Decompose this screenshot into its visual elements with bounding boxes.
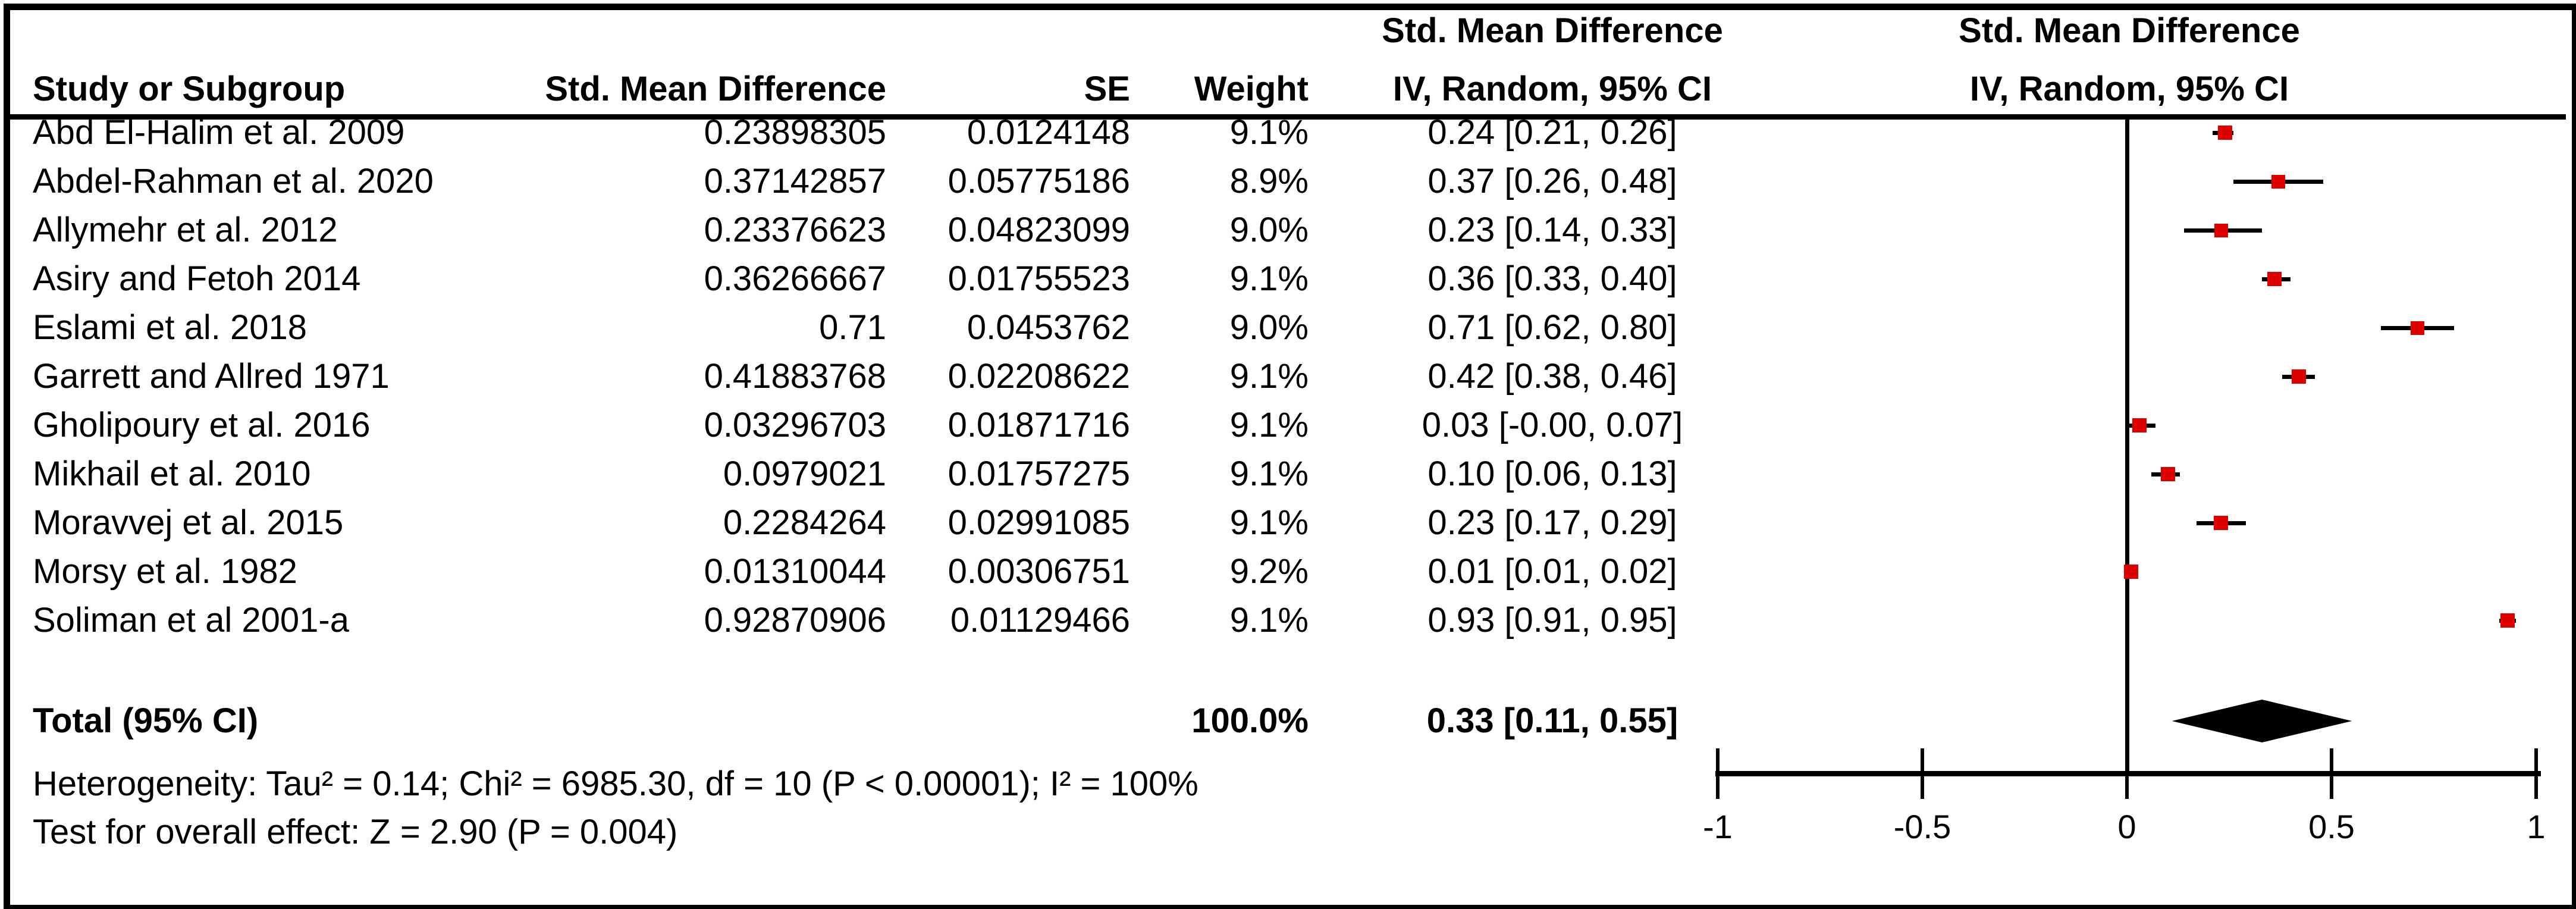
axis-tick-mark	[2534, 748, 2538, 799]
figure-border	[4, 4, 2576, 909]
total-row-label: Total (95% CI)	[33, 701, 259, 740]
total-ci-value: 0.33 [0.11, 0.55]	[1426, 701, 1678, 740]
study-ci-value: 0.71 [0.62, 0.80]	[1427, 308, 1677, 347]
study-name: Soliman et al 2001-a	[33, 601, 349, 640]
study-ci-value: 0.01 [0.01, 0.02]	[1427, 552, 1677, 591]
study-smd: 0.36266667	[704, 259, 886, 298]
study-se: 0.01757275	[947, 454, 1130, 493]
study-smd: 0.41883768	[704, 357, 886, 396]
study-weight: 8.9%	[1229, 162, 1309, 200]
study-smd: 0.2284264	[723, 503, 886, 542]
study-weight: 9.0%	[1229, 211, 1309, 249]
study-ci-value: 0.42 [0.38, 0.46]	[1427, 357, 1677, 396]
column-header-se: SE	[1084, 70, 1130, 108]
study-se: 0.02208622	[947, 357, 1130, 396]
study-weight: 9.1%	[1229, 357, 1309, 396]
study-ci-value: 0.37 [0.26, 0.48]	[1427, 162, 1677, 200]
column-header-smd: Std. Mean Difference	[545, 70, 886, 108]
study-smd: 0.0979021	[723, 454, 886, 493]
effect-square-marker	[2291, 369, 2306, 384]
study-name: Asiry and Fetoh 2014	[33, 259, 361, 298]
column-header-plot: IV, Random, 95% CI	[1969, 70, 2289, 108]
study-se: 0.05775186	[947, 162, 1130, 200]
effect-square-marker	[2267, 272, 2282, 286]
study-name: Mikhail et al. 2010	[33, 454, 311, 493]
axis-tick-mark	[2125, 748, 2129, 799]
study-name: Abd El-Halim et al. 2009	[33, 113, 405, 152]
study-se: 0.0453762	[967, 308, 1130, 347]
effect-square-marker	[2271, 174, 2286, 189]
study-weight: 9.1%	[1229, 503, 1309, 542]
effect-square-marker	[2410, 321, 2424, 335]
study-name: Allymehr et al. 2012	[33, 211, 338, 249]
study-weight: 9.0%	[1229, 308, 1309, 347]
study-smd: 0.01310044	[704, 552, 886, 591]
overall-effect-stats: Test for overall effect: Z = 2.90 (P = 0…	[33, 813, 678, 851]
study-weight: 9.1%	[1229, 113, 1309, 152]
plot-column-group-title: Std. Mean Difference	[1959, 11, 2300, 50]
column-header-study: Study or Subgroup	[33, 70, 346, 108]
study-smd: 0.71	[819, 308, 886, 347]
heterogeneity-stats: Heterogeneity: Tau² = 0.14; Chi² = 6985.…	[33, 764, 1198, 803]
study-smd: 0.23376623	[704, 211, 886, 249]
study-se: 0.00306751	[947, 552, 1130, 591]
study-name: Gholipoury et al. 2016	[33, 406, 371, 444]
axis-tick-label: 1	[2527, 808, 2546, 845]
study-ci-value: 0.23 [0.17, 0.29]	[1427, 503, 1677, 542]
study-weight: 9.1%	[1229, 406, 1309, 444]
axis-tick-mark	[1716, 748, 1720, 799]
study-se: 0.01129466	[950, 601, 1130, 640]
study-se: 0.0124148	[967, 113, 1130, 152]
effect-square-marker	[2214, 223, 2228, 237]
study-ci-value: 0.24 [0.21, 0.26]	[1427, 113, 1677, 152]
study-weight: 9.1%	[1229, 454, 1309, 493]
axis-tick-label: -1	[1703, 808, 1733, 845]
study-se: 0.01755523	[947, 259, 1130, 298]
study-name: Eslami et al. 2018	[33, 308, 308, 347]
axis-tick-mark	[2330, 748, 2333, 799]
study-ci-value: 0.93 [0.91, 0.95]	[1427, 601, 1677, 640]
effect-square-marker	[2214, 516, 2229, 530]
column-header-weight: Weight	[1194, 70, 1309, 108]
effect-square-marker	[2500, 613, 2515, 628]
study-smd: 0.23898305	[704, 113, 886, 152]
axis-tick-label: -0.5	[1893, 808, 1951, 845]
study-name: Moravvej et al. 2015	[33, 503, 344, 542]
study-se: 0.02991085	[947, 503, 1130, 542]
study-ci-value: 0.36 [0.33, 0.40]	[1427, 259, 1677, 298]
axis-tick-label: 0	[2117, 808, 2136, 845]
study-name: Morsy et al. 1982	[33, 552, 297, 591]
total-weight: 100.0%	[1191, 701, 1309, 740]
study-se: 0.01871716	[947, 406, 1130, 444]
header-separator-line	[10, 114, 2566, 120]
axis-tick-mark	[1921, 748, 1924, 799]
study-smd: 0.03296703	[704, 406, 886, 444]
effect-square-marker	[2218, 126, 2233, 140]
effect-square-marker	[2160, 467, 2175, 481]
study-ci-value: 0.23 [0.14, 0.33]	[1427, 211, 1677, 249]
study-weight: 9.1%	[1229, 259, 1309, 298]
study-ci-value: 0.03 [-0.00, 0.07]	[1422, 406, 1683, 444]
study-se: 0.04823099	[947, 211, 1130, 249]
effect-square-marker	[2132, 418, 2147, 432]
zero-reference-line	[2125, 120, 2129, 773]
study-smd: 0.37142857	[704, 162, 886, 200]
axis-tick-label: 0.5	[2308, 808, 2355, 845]
study-weight: 9.1%	[1229, 601, 1309, 640]
study-name: Abdel-Rahman et al. 2020	[33, 162, 434, 200]
ci-column-group-title: Std. Mean Difference	[1382, 11, 1723, 50]
column-header-ci: IV, Random, 95% CI	[1392, 70, 1712, 108]
study-ci-value: 0.10 [0.06, 0.13]	[1427, 454, 1677, 493]
study-name: Garrett and Allred 1971	[33, 357, 390, 396]
effect-square-marker	[2123, 565, 2138, 579]
study-smd: 0.92870906	[704, 601, 886, 640]
study-weight: 9.2%	[1229, 552, 1309, 591]
